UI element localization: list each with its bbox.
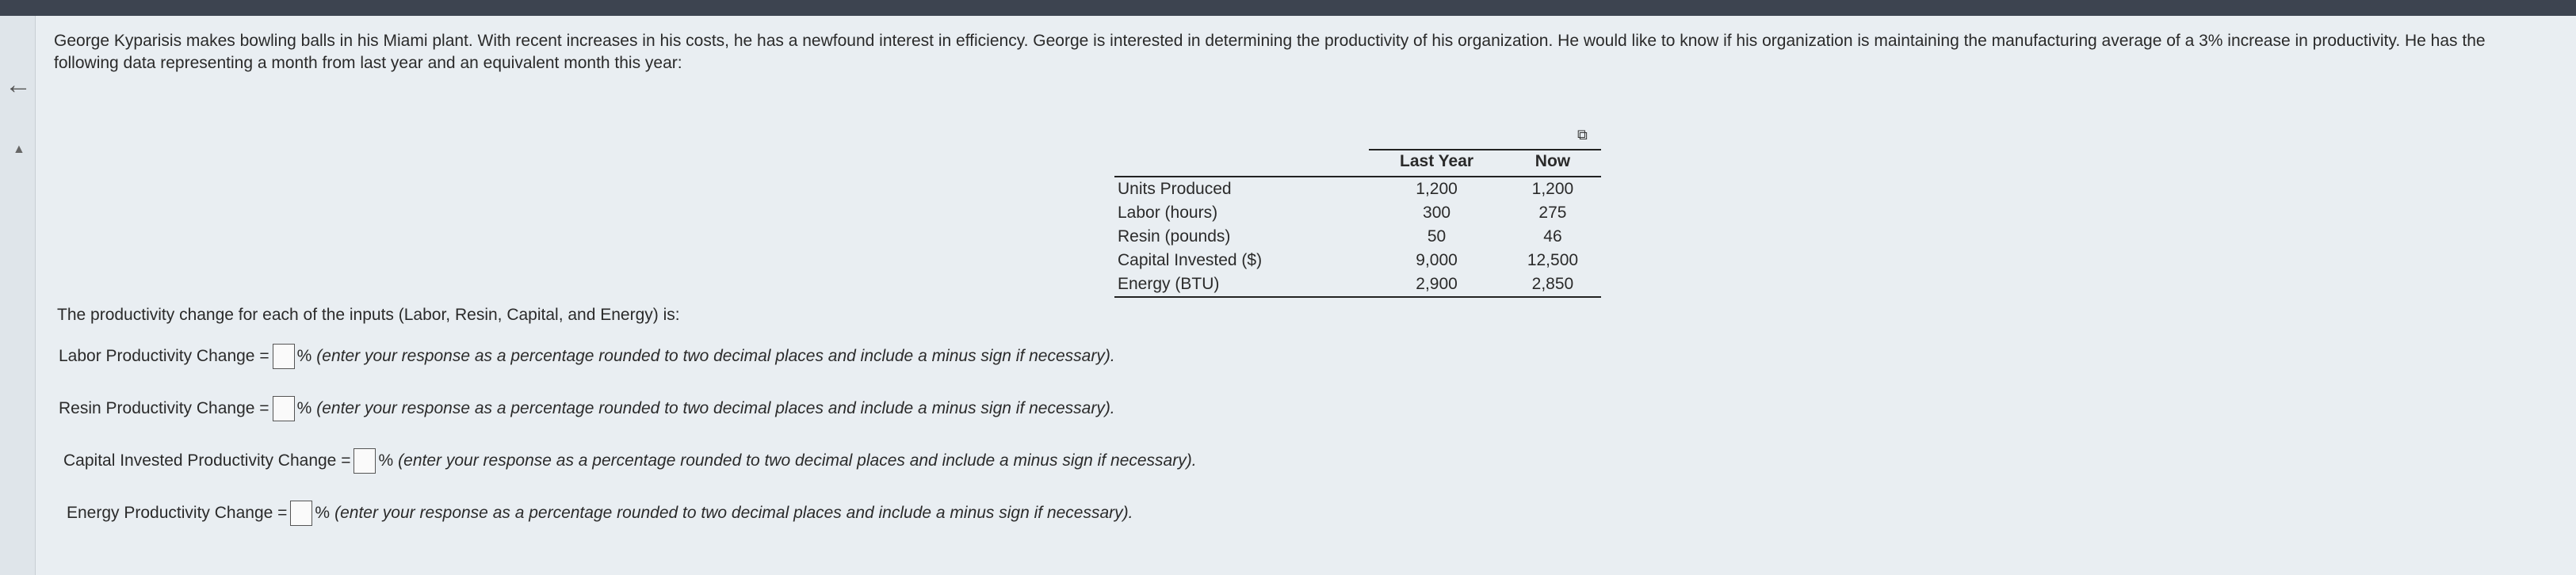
answer-unit: % xyxy=(296,399,312,417)
row-label: Capital Invested ($) xyxy=(1118,251,1263,269)
row-label: Resin (pounds) xyxy=(1118,227,1231,246)
row-label: Units Produced xyxy=(1118,180,1232,198)
table-row: Capital Invested ($) 9,000 12,500 xyxy=(1114,249,1601,272)
answer-hint: (enter your response as a percentage rou… xyxy=(316,399,1115,417)
table-row: Energy (BTU) 2,900 2,850 xyxy=(1114,272,1601,298)
last-year-value: 50 xyxy=(1427,227,1447,246)
table-row: Resin (pounds) 50 46 xyxy=(1114,225,1601,249)
collapse-panel-icon[interactable]: ← xyxy=(5,70,32,100)
capital-answer-input[interactable] xyxy=(354,448,376,474)
now-value: 12,500 xyxy=(1527,251,1579,269)
capital-answer-row: Capital Invested Productivity Change = %… xyxy=(63,448,1197,474)
copy-table-icon[interactable]: ⧉ xyxy=(1577,127,1588,143)
labor-answer-row: Labor Productivity Change = % (enter you… xyxy=(59,344,1115,369)
now-value: 1,200 xyxy=(1531,180,1574,198)
answer-label: Labor Productivity Change = xyxy=(59,347,269,365)
table-corner-cell xyxy=(1114,150,1370,177)
column-header-last-year: Last Year xyxy=(1369,149,1504,177)
answer-hint: (enter your response as a percentage rou… xyxy=(334,504,1133,522)
table-row: Labor (hours) 300 275 xyxy=(1114,201,1601,225)
table-header-row: Last Year Now xyxy=(1114,149,1601,177)
top-bar xyxy=(0,0,2576,16)
energy-answer-row: Energy Productivity Change = % (enter yo… xyxy=(67,501,1133,526)
row-label: Energy (BTU) xyxy=(1114,272,1370,298)
answer-unit: % xyxy=(378,451,394,470)
question-prompt: The productivity change for each of the … xyxy=(57,306,680,324)
answer-unit: % xyxy=(296,347,312,365)
now-value: 46 xyxy=(1543,227,1562,246)
now-value: 2,850 xyxy=(1504,272,1601,298)
last-year-value: 9,000 xyxy=(1416,251,1458,269)
resin-answer-input[interactable] xyxy=(272,396,295,421)
answer-label: Energy Productivity Change = xyxy=(67,504,288,522)
answer-label: Resin Productivity Change = xyxy=(59,399,269,417)
left-panel-rail: ← ▲ xyxy=(0,16,36,575)
answer-unit: % xyxy=(315,504,331,522)
table-row: Units Produced 1,200 1,200 xyxy=(1114,177,1601,201)
scroll-up-icon[interactable]: ▲ xyxy=(13,143,25,156)
now-value: 275 xyxy=(1538,204,1567,222)
last-year-value: 300 xyxy=(1423,204,1451,222)
answer-hint: (enter your response as a percentage rou… xyxy=(398,451,1197,470)
last-year-value: 1,200 xyxy=(1416,180,1458,198)
energy-answer-input[interactable] xyxy=(290,501,313,526)
last-year-value: 2,900 xyxy=(1369,272,1504,298)
data-table: Last Year Now Units Produced 1,200 1,200… xyxy=(1114,149,1601,298)
answer-hint: (enter your response as a percentage rou… xyxy=(316,347,1115,365)
labor-answer-input[interactable] xyxy=(272,344,295,369)
problem-statement: George Kyparisis makes bowling balls in … xyxy=(54,32,2486,72)
resin-answer-row: Resin Productivity Change = % (enter you… xyxy=(59,396,1115,421)
answer-label: Capital Invested Productivity Change = xyxy=(63,451,351,470)
column-header-now: Now xyxy=(1504,149,1601,177)
row-label: Labor (hours) xyxy=(1118,204,1218,222)
